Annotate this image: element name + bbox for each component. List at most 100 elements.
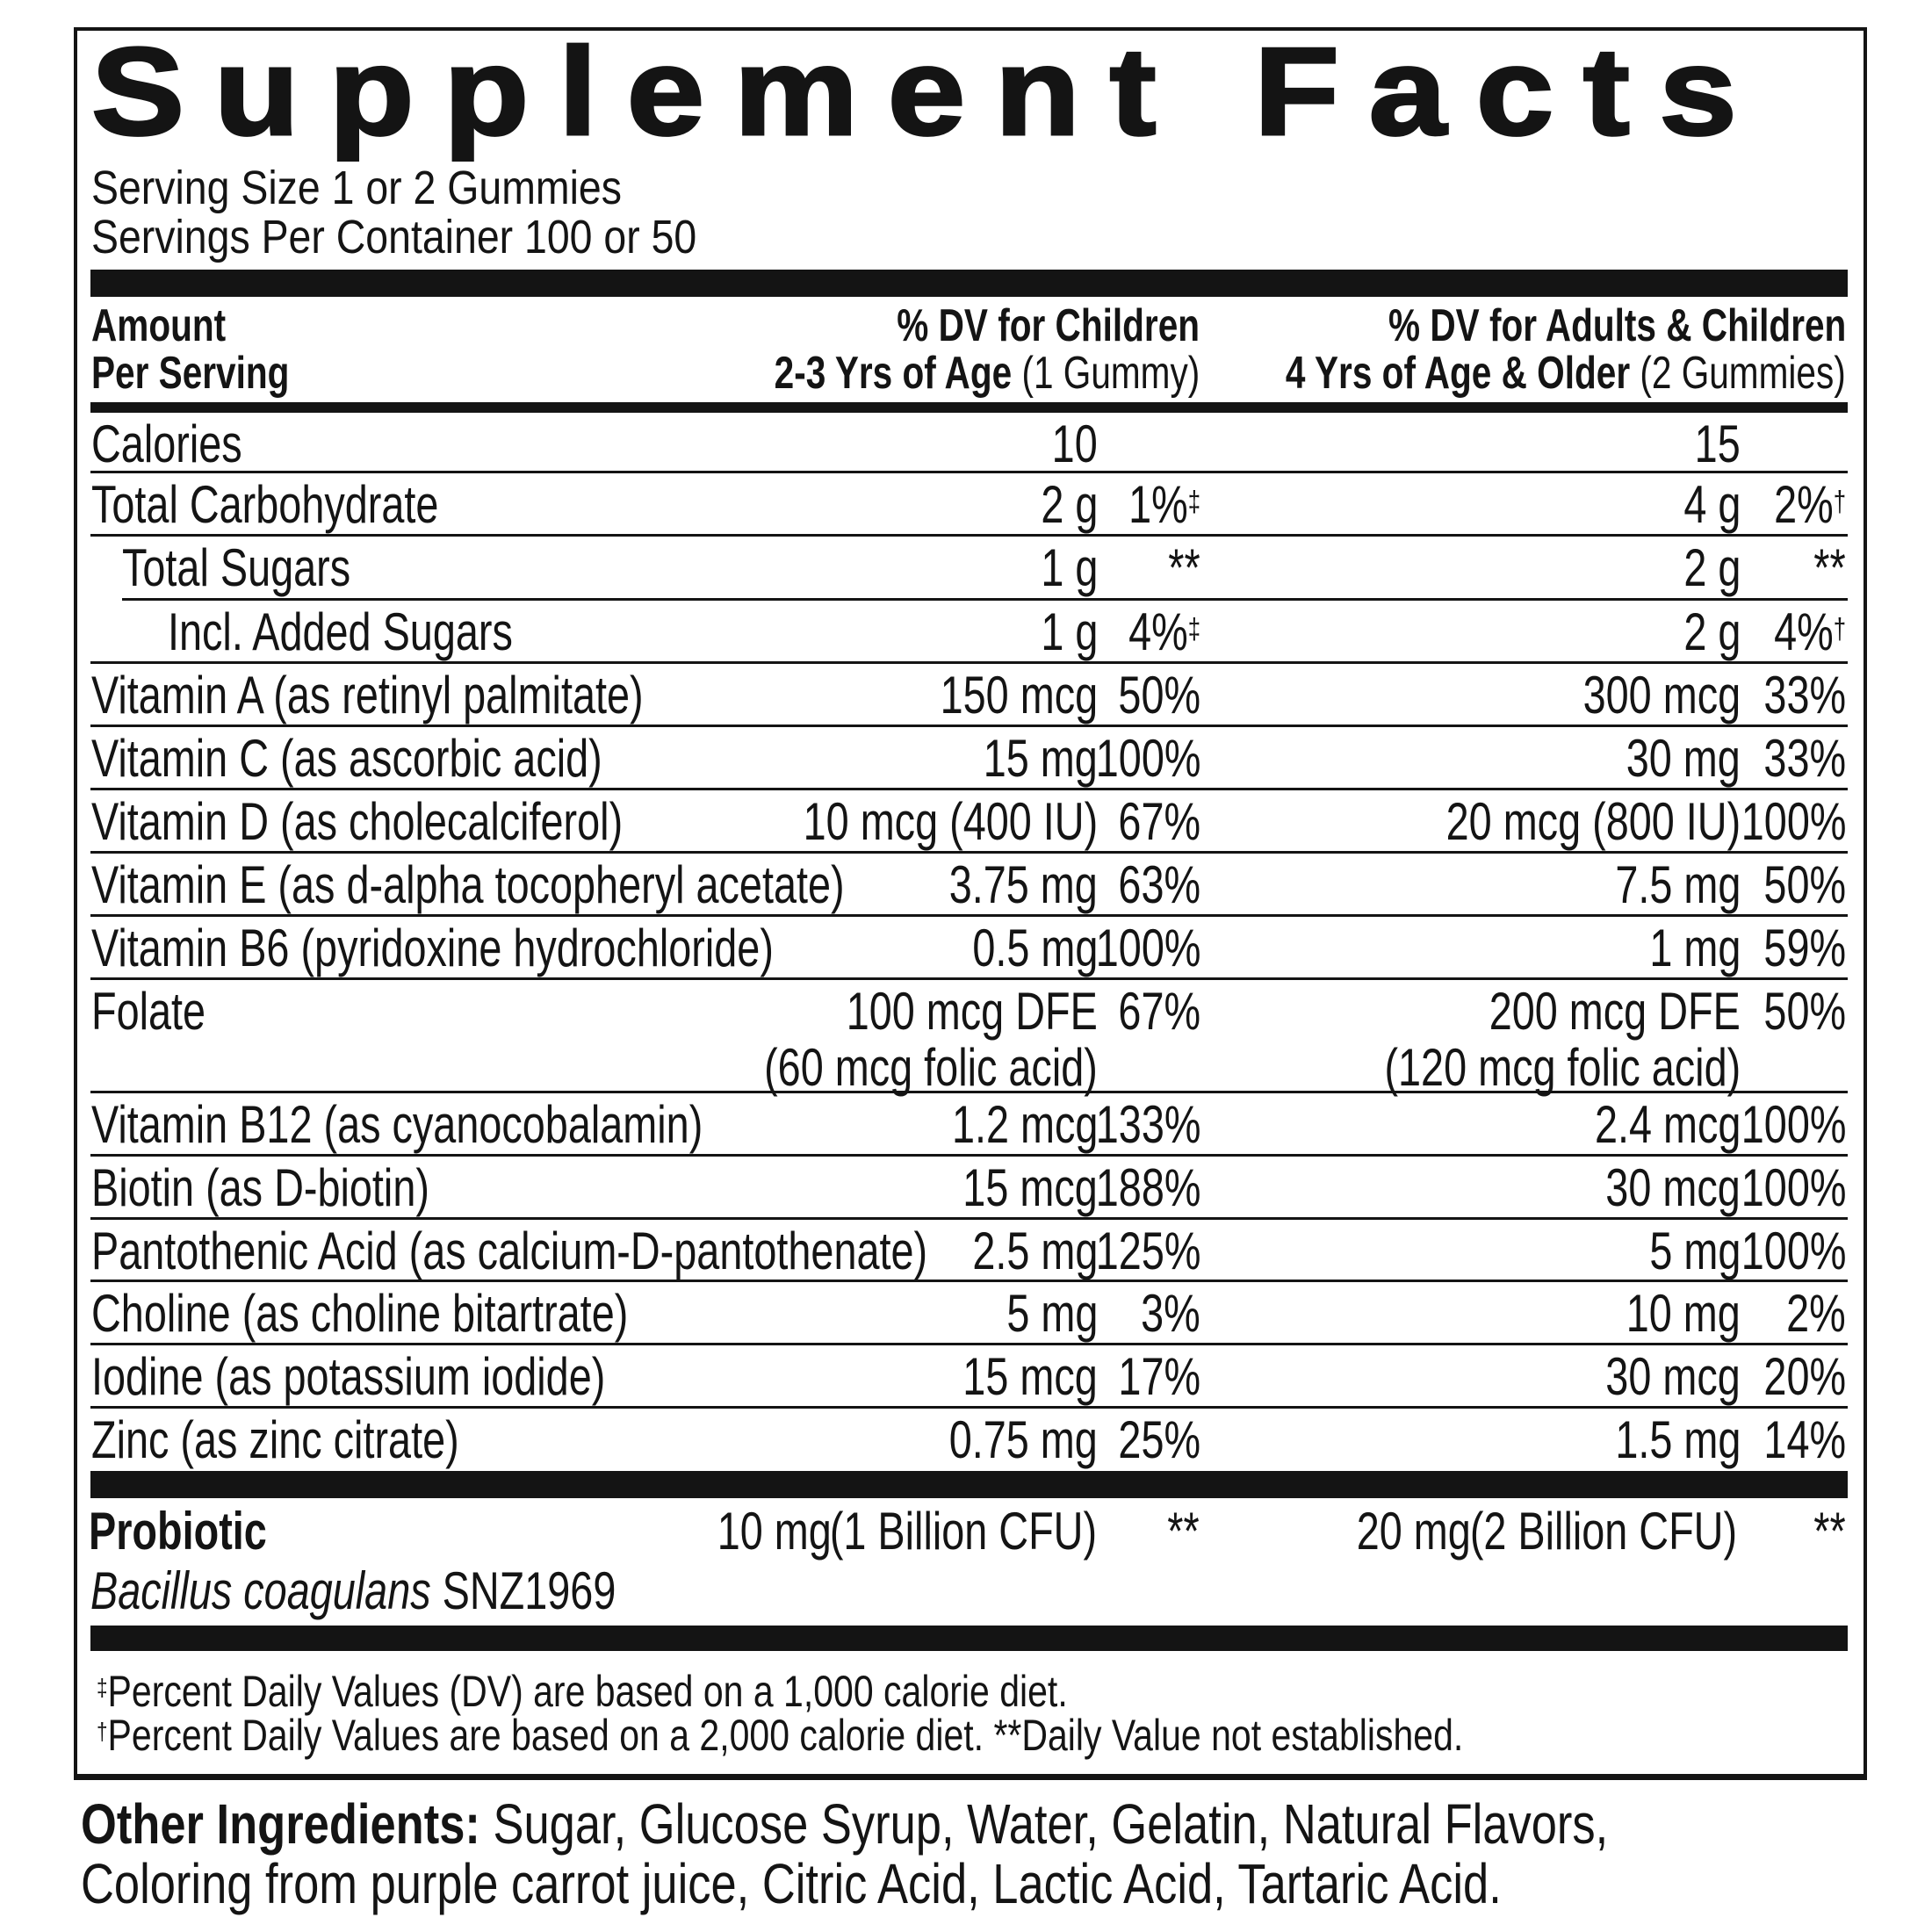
- nutrient-name: Total Sugars: [122, 538, 351, 597]
- child-amount: 0.75 mg: [948, 1410, 1098, 1469]
- child-dv-value: 67%: [1118, 792, 1200, 851]
- supplement-facts-panel: [74, 27, 1867, 1780]
- child-dv-value: 4%: [1128, 602, 1188, 661]
- probiotic-strain-name: Bacillus coagulans: [90, 1561, 431, 1620]
- child-amount-detail: (60 mcg folic acid): [764, 1038, 1098, 1097]
- child-amount: 5 mg: [1006, 1284, 1098, 1343]
- medium-divider: [90, 402, 1848, 413]
- adult-dv-value: 2%: [1774, 475, 1834, 534]
- child-dv: 133%: [1095, 1097, 1200, 1153]
- child-dv: 67%: [1118, 794, 1200, 850]
- footnote-mark: †: [1833, 485, 1846, 517]
- servings-per-container: Servings Per Container 100 or 50: [91, 211, 697, 263]
- child-amount: 15 mg: [983, 729, 1098, 788]
- child-amount: 1 g: [1040, 602, 1098, 661]
- adult-dv-value: 100%: [1741, 1158, 1846, 1217]
- thick-divider: [90, 1626, 1848, 1651]
- nutrient-row: Vitamin C (as ascorbic acid) 15 mg 100% 30 …: [90, 727, 1848, 790]
- nutrient-name: Choline (as choline bitartrate): [91, 1284, 629, 1343]
- nutrient-row: Vitamin A (as retinyl palmitate) 150 mcg 5…: [90, 664, 1848, 727]
- child-amount: 150 mcg: [940, 666, 1098, 724]
- footnote-mark: ‡: [1187, 612, 1200, 645]
- nutrient-name: Total Carbohydrate: [91, 475, 439, 534]
- nutrient-row: Vitamin D (as cholecalciferol) 10 mcg (40…: [90, 790, 1848, 854]
- footnote-mark: †: [1833, 612, 1846, 645]
- adult-amount: 2 g: [1683, 538, 1741, 597]
- adult-amount: 200 mcg DFE: [1489, 982, 1741, 1041]
- header-children-dv: % DV for Children: [897, 302, 1200, 350]
- header-per-serving: Per Serving: [91, 348, 290, 399]
- probiotic-strain: Bacillus coagulans SNZ1969: [90, 1563, 616, 1619]
- child-dv: 100%: [1095, 920, 1200, 977]
- header-adults-age: 4 Yrs of Age & Older (2 Gummies): [1286, 350, 1846, 397]
- header-adults-serving: (2 Gummies): [1640, 348, 1846, 399]
- adult-dv: 59%: [1763, 920, 1846, 977]
- footnote-1000-calorie: ‡Percent Daily Values (DV) are based on …: [97, 1669, 1068, 1714]
- header-adults-title: % DV for Adults & Children: [1388, 300, 1846, 351]
- child-dv: 4%‡: [1128, 604, 1200, 660]
- child-amount: 1.2 mcg: [951, 1095, 1098, 1154]
- nutrient-row: Folate 100 mcg DFE (60 mcg folic acid) 67% 2…: [90, 980, 1848, 1097]
- header-adults-dv: % DV for Adults & Children: [1388, 302, 1846, 350]
- adult-amount: 30 mcg: [1605, 1158, 1741, 1217]
- adult-dv: 50%: [1763, 984, 1846, 1040]
- nutrient-row: Calories 10 15: [90, 413, 1848, 473]
- nutrient-row: Pantothenic Acid (as calcium-D-pantothen…: [90, 1220, 1848, 1282]
- nutrient-name: Pantothenic Acid (as calcium-D-pantothen…: [91, 1222, 928, 1280]
- nutrient-name: Biotin (as D-biotin): [91, 1158, 429, 1217]
- nutrient-name: Vitamin E (as d-alpha tocopheryl acetate…: [91, 855, 845, 914]
- child-dv: 17%: [1118, 1349, 1200, 1405]
- adult-dv-value: 100%: [1741, 1222, 1846, 1280]
- child-amount: 0.5 mg: [971, 919, 1098, 977]
- nutrient-name: Calories: [91, 415, 242, 473]
- child-amount: 1 g: [1040, 538, 1098, 597]
- adult-dv: 20%: [1763, 1349, 1846, 1405]
- adult-dv-value: 2%: [1786, 1284, 1846, 1343]
- nutrient-name: Vitamin C (as ascorbic acid): [91, 729, 602, 788]
- nutrient-name: Folate: [91, 982, 206, 1041]
- nutrient-row: Total Sugars 1 g ** 2 g **: [122, 537, 1848, 601]
- child-dv: 100%: [1095, 731, 1200, 787]
- child-dv-value: 67%: [1118, 982, 1200, 1041]
- child-amount: 15 mcg: [962, 1158, 1098, 1217]
- child-dv: 67%: [1118, 984, 1200, 1040]
- adult-dv-value: 14%: [1763, 1410, 1846, 1469]
- adult-amount: 10 mg: [1626, 1284, 1741, 1343]
- adult-dv: 33%: [1763, 731, 1846, 787]
- probiotic-child-dv: **: [1167, 1502, 1200, 1561]
- adult-dv: 2%: [1786, 1286, 1846, 1342]
- nutrient-row: Vitamin E (as d-alpha tocopheryl acetate…: [90, 854, 1848, 917]
- adult-dv-value: 33%: [1763, 666, 1846, 724]
- nutrient-name: Vitamin D (as cholecalciferol): [91, 792, 624, 851]
- nutrient-name: Incl. Added Sugars: [168, 602, 513, 661]
- adult-amount: 2 g: [1683, 602, 1741, 661]
- child-dv-value: 125%: [1095, 1222, 1200, 1280]
- adult-amount: 4 g: [1683, 475, 1741, 534]
- adult-amount: 1 mg: [1648, 919, 1741, 977]
- adult-dv-value: 100%: [1741, 1095, 1846, 1154]
- adult-dv: 100%: [1741, 1097, 1846, 1153]
- adult-dv-value: 33%: [1763, 729, 1846, 788]
- adult-dv: 100%: [1741, 1160, 1846, 1216]
- nutrient-name: Vitamin B12 (as cyanocobalamin): [91, 1095, 703, 1154]
- nutrient-row: Choline (as choline bitartrate) 5 mg 3% 10 …: [90, 1282, 1848, 1345]
- adult-dv: 50%: [1763, 857, 1846, 913]
- adult-amount: 30 mg: [1626, 729, 1741, 788]
- footnote-text: Percent Daily Values are based on a 2,00…: [107, 1711, 1464, 1760]
- panel-title: Supplement Facts: [90, 22, 1767, 162]
- adult-dv: 33%: [1763, 667, 1846, 724]
- child-dv: 3%: [1141, 1286, 1200, 1342]
- header-children-age-range: 2-3 Yrs of Age: [774, 348, 1012, 399]
- child-dv-value: 3%: [1141, 1284, 1200, 1343]
- adult-amount: 20 mcg (800 IU): [1445, 792, 1741, 851]
- child-amount: 100 mcg DFE: [846, 982, 1098, 1041]
- adult-amount: 1.5 mg: [1614, 1410, 1741, 1469]
- adult-dv: 2%†: [1774, 477, 1846, 533]
- nutrient-row: Incl. Added Sugars 1 g 4%‡ 2 g 4%†: [90, 601, 1848, 664]
- footnote-mark: ‡: [97, 1674, 108, 1701]
- adult-dv: 4%†: [1774, 604, 1846, 660]
- adult-dv-value: 50%: [1763, 982, 1846, 1041]
- header-adults-age-range: 4 Yrs of Age & Older: [1286, 348, 1631, 399]
- header-amount: Amount: [91, 300, 227, 351]
- child-dv: 63%: [1118, 857, 1200, 913]
